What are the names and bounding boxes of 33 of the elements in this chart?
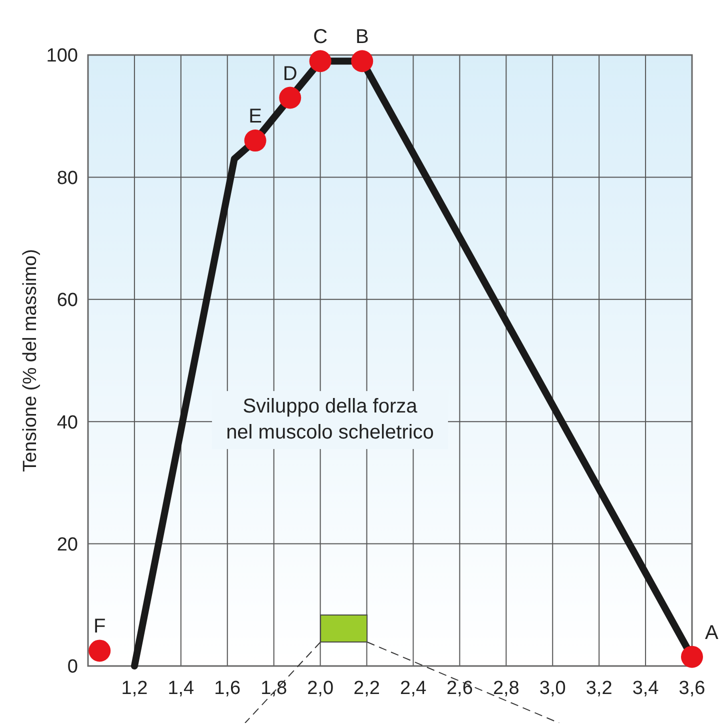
y-tick-label: 80 [56, 168, 78, 189]
x-tick-label: 3,0 [539, 678, 566, 699]
x-tick-label: 2,2 [354, 678, 380, 699]
annotation: F [94, 616, 106, 638]
x-tick-label: 3,2 [586, 678, 612, 699]
point [309, 50, 332, 72]
x-tick-label: 2,6 [446, 678, 473, 699]
y-tick-label: 0 [67, 656, 78, 678]
annotation: B [355, 26, 369, 48]
point [351, 50, 374, 72]
point [244, 130, 266, 152]
annotation: E [248, 106, 262, 128]
annotation: A [705, 622, 719, 644]
x-tick-label: 1,6 [214, 678, 241, 699]
y-tick-label: 100 [46, 46, 78, 67]
text: Sviluppo della forza nel muscolo scheletrico [226, 395, 434, 444]
x-tick-label: 1,8 [260, 678, 288, 699]
annotation: C [313, 26, 328, 48]
point [279, 86, 302, 109]
point [681, 646, 703, 668]
y-tick-label: 20 [56, 534, 78, 556]
y-tick-label: 40 [56, 412, 78, 434]
x-tick-label: 1,2 [121, 678, 148, 699]
x-tick-label: 2,4 [400, 678, 427, 699]
y-axis-title: Tensione (% del massimo) [20, 249, 41, 472]
x-tick-label: 2,8 [492, 678, 520, 699]
point [88, 640, 111, 662]
y-tick-label: 60 [56, 290, 78, 312]
x-tick-label: 3,6 [678, 678, 706, 699]
annotation: D [282, 62, 298, 85]
x-tick-label: 2,0 [307, 678, 334, 699]
x-tick-label: 3,4 [632, 678, 660, 699]
x-tick-label: 1,4 [168, 678, 195, 699]
